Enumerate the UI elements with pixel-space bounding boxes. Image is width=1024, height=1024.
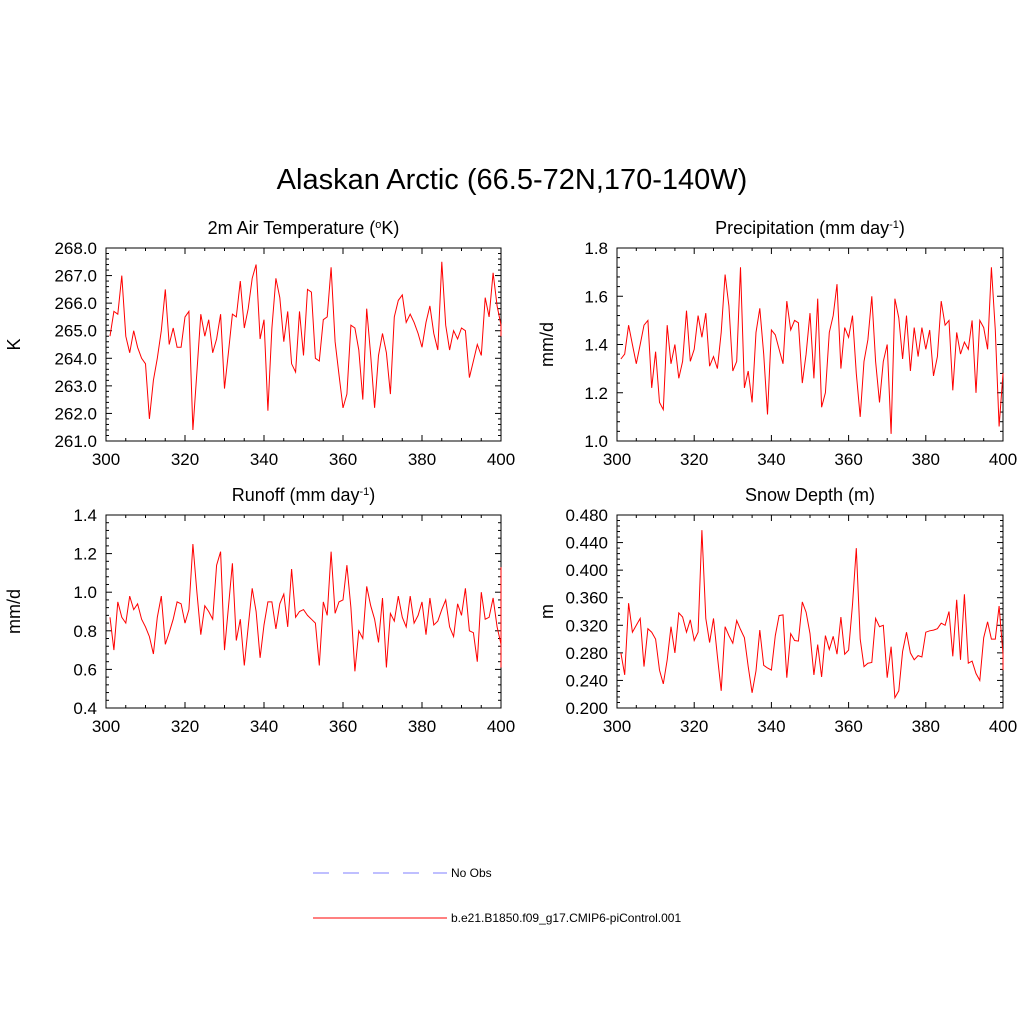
chart-panel-1: 300 320 340 360 380 400 261.0 262.0 263.0 264.0 26…	[4, 218, 515, 469]
y-tick-label: 0.480	[565, 506, 608, 525]
y-tick-label: 1.4	[584, 336, 608, 355]
chart-title-main: Runoff (mm day	[232, 485, 360, 505]
y-tick-label: 0.6	[73, 660, 97, 679]
y-tick-label: 0.400	[565, 561, 608, 580]
x-tick-label: 300	[603, 450, 631, 469]
x-tick-label: 340	[250, 717, 278, 736]
x-tick-label: 320	[171, 450, 199, 469]
y-axis-label: m	[537, 604, 557, 619]
y-tick-label: 0.4	[73, 699, 97, 718]
x-tick-label: 300	[603, 717, 631, 736]
chart-panel-3: 300 320 340 360 380 400 0.4 0.6 0.8 1.0 1.2 1.4 mm/d…	[4, 485, 515, 736]
x-tick-label: 380	[408, 450, 436, 469]
y-tick-label: 261.0	[54, 432, 97, 451]
chart-title-sup: -1	[889, 219, 899, 231]
x-tick-label: 380	[912, 717, 940, 736]
y-tick-label: 1.2	[73, 545, 97, 564]
y-axis-label: mm/d	[4, 589, 24, 634]
chart-panel-4: 300 320 340 360 380 400 0.200 0.240 0.280 0.320 0.…	[537, 485, 1017, 736]
y-tick-label: 0.440	[565, 534, 608, 553]
series-line	[109, 261, 502, 431]
x-tick-label: 380	[912, 450, 940, 469]
chart-title-post: K)	[381, 218, 399, 238]
chart-title: 2m Air Temperature (oK)	[208, 218, 400, 238]
x-tick-label: 360	[329, 450, 357, 469]
chart-title-sup: o	[375, 219, 381, 231]
x-tick-label: 400	[989, 450, 1017, 469]
y-axis-label: mm/d	[537, 322, 557, 367]
y-tick-label: 1.2	[584, 384, 608, 403]
chart-title-post: )	[899, 218, 905, 238]
x-tick-label: 360	[329, 717, 357, 736]
chart-title-main: Snow Depth (m)	[745, 485, 875, 505]
chart-title: Snow Depth (m)	[745, 485, 875, 505]
chart-panel-2: 300 320 340 360 380 400 1.0 1.2 1.4 1.6 1.8 mm/d Pre…	[537, 218, 1017, 469]
y-tick-label: 0.200	[565, 699, 608, 718]
legend-obs-label: No Obs	[451, 866, 492, 880]
legend-model-label: b.e21.B1850.f09_g17.CMIP6-piControl.001	[451, 911, 682, 925]
y-tick-label: 1.0	[584, 432, 608, 451]
chart-title-post: )	[369, 485, 375, 505]
x-tick-label: 300	[92, 717, 120, 736]
x-tick-label: 340	[250, 450, 278, 469]
x-tick-label: 320	[680, 717, 708, 736]
x-tick-label: 340	[757, 450, 785, 469]
y-tick-label: 266.0	[54, 294, 97, 313]
y-tick-label: 263.0	[54, 377, 97, 396]
chart-title: Runoff (mm day-1)	[232, 485, 376, 505]
x-tick-label: 400	[487, 717, 515, 736]
x-tick-label: 400	[989, 717, 1017, 736]
series-line	[620, 530, 1004, 700]
y-tick-label: 1.4	[73, 506, 97, 525]
chart-title: Precipitation (mm day-1)	[715, 218, 905, 238]
x-tick-label: 320	[171, 717, 199, 736]
plot-frame	[105, 247, 502, 442]
chart-title-sup: -1	[359, 486, 369, 498]
y-tick-label: 262.0	[54, 404, 97, 423]
y-tick-label: 264.0	[54, 349, 97, 368]
x-tick-label: 400	[487, 450, 515, 469]
figure-title: Alaskan Arctic (66.5-72N,170-140W)	[276, 164, 748, 196]
y-axis-label: K	[4, 338, 24, 350]
y-tick-label: 265.0	[54, 322, 97, 341]
y-tick-label: 268.0	[54, 239, 97, 258]
y-tick-label: 1.6	[584, 287, 608, 306]
x-tick-label: 300	[92, 450, 120, 469]
chart-title-main: 2m Air Temperature (	[208, 218, 376, 238]
y-tick-label: 1.0	[73, 583, 97, 602]
x-tick-label: 320	[680, 450, 708, 469]
series-line	[620, 267, 1004, 434]
x-tick-label: 340	[757, 717, 785, 736]
chart-title-main: Precipitation (mm day	[715, 218, 889, 238]
y-tick-label: 0.320	[565, 616, 608, 635]
y-tick-label: 1.8	[584, 239, 608, 258]
plot-frame	[616, 514, 1004, 709]
y-tick-label: 0.280	[565, 644, 608, 663]
x-tick-label: 380	[408, 717, 436, 736]
plot-frame	[105, 514, 502, 709]
x-tick-label: 360	[834, 450, 862, 469]
y-tick-label: 0.8	[73, 622, 97, 641]
y-tick-label: 0.360	[565, 589, 608, 608]
y-tick-label: 0.240	[565, 671, 608, 690]
x-tick-label: 360	[834, 717, 862, 736]
series-line	[109, 543, 502, 672]
y-tick-label: 267.0	[54, 267, 97, 286]
